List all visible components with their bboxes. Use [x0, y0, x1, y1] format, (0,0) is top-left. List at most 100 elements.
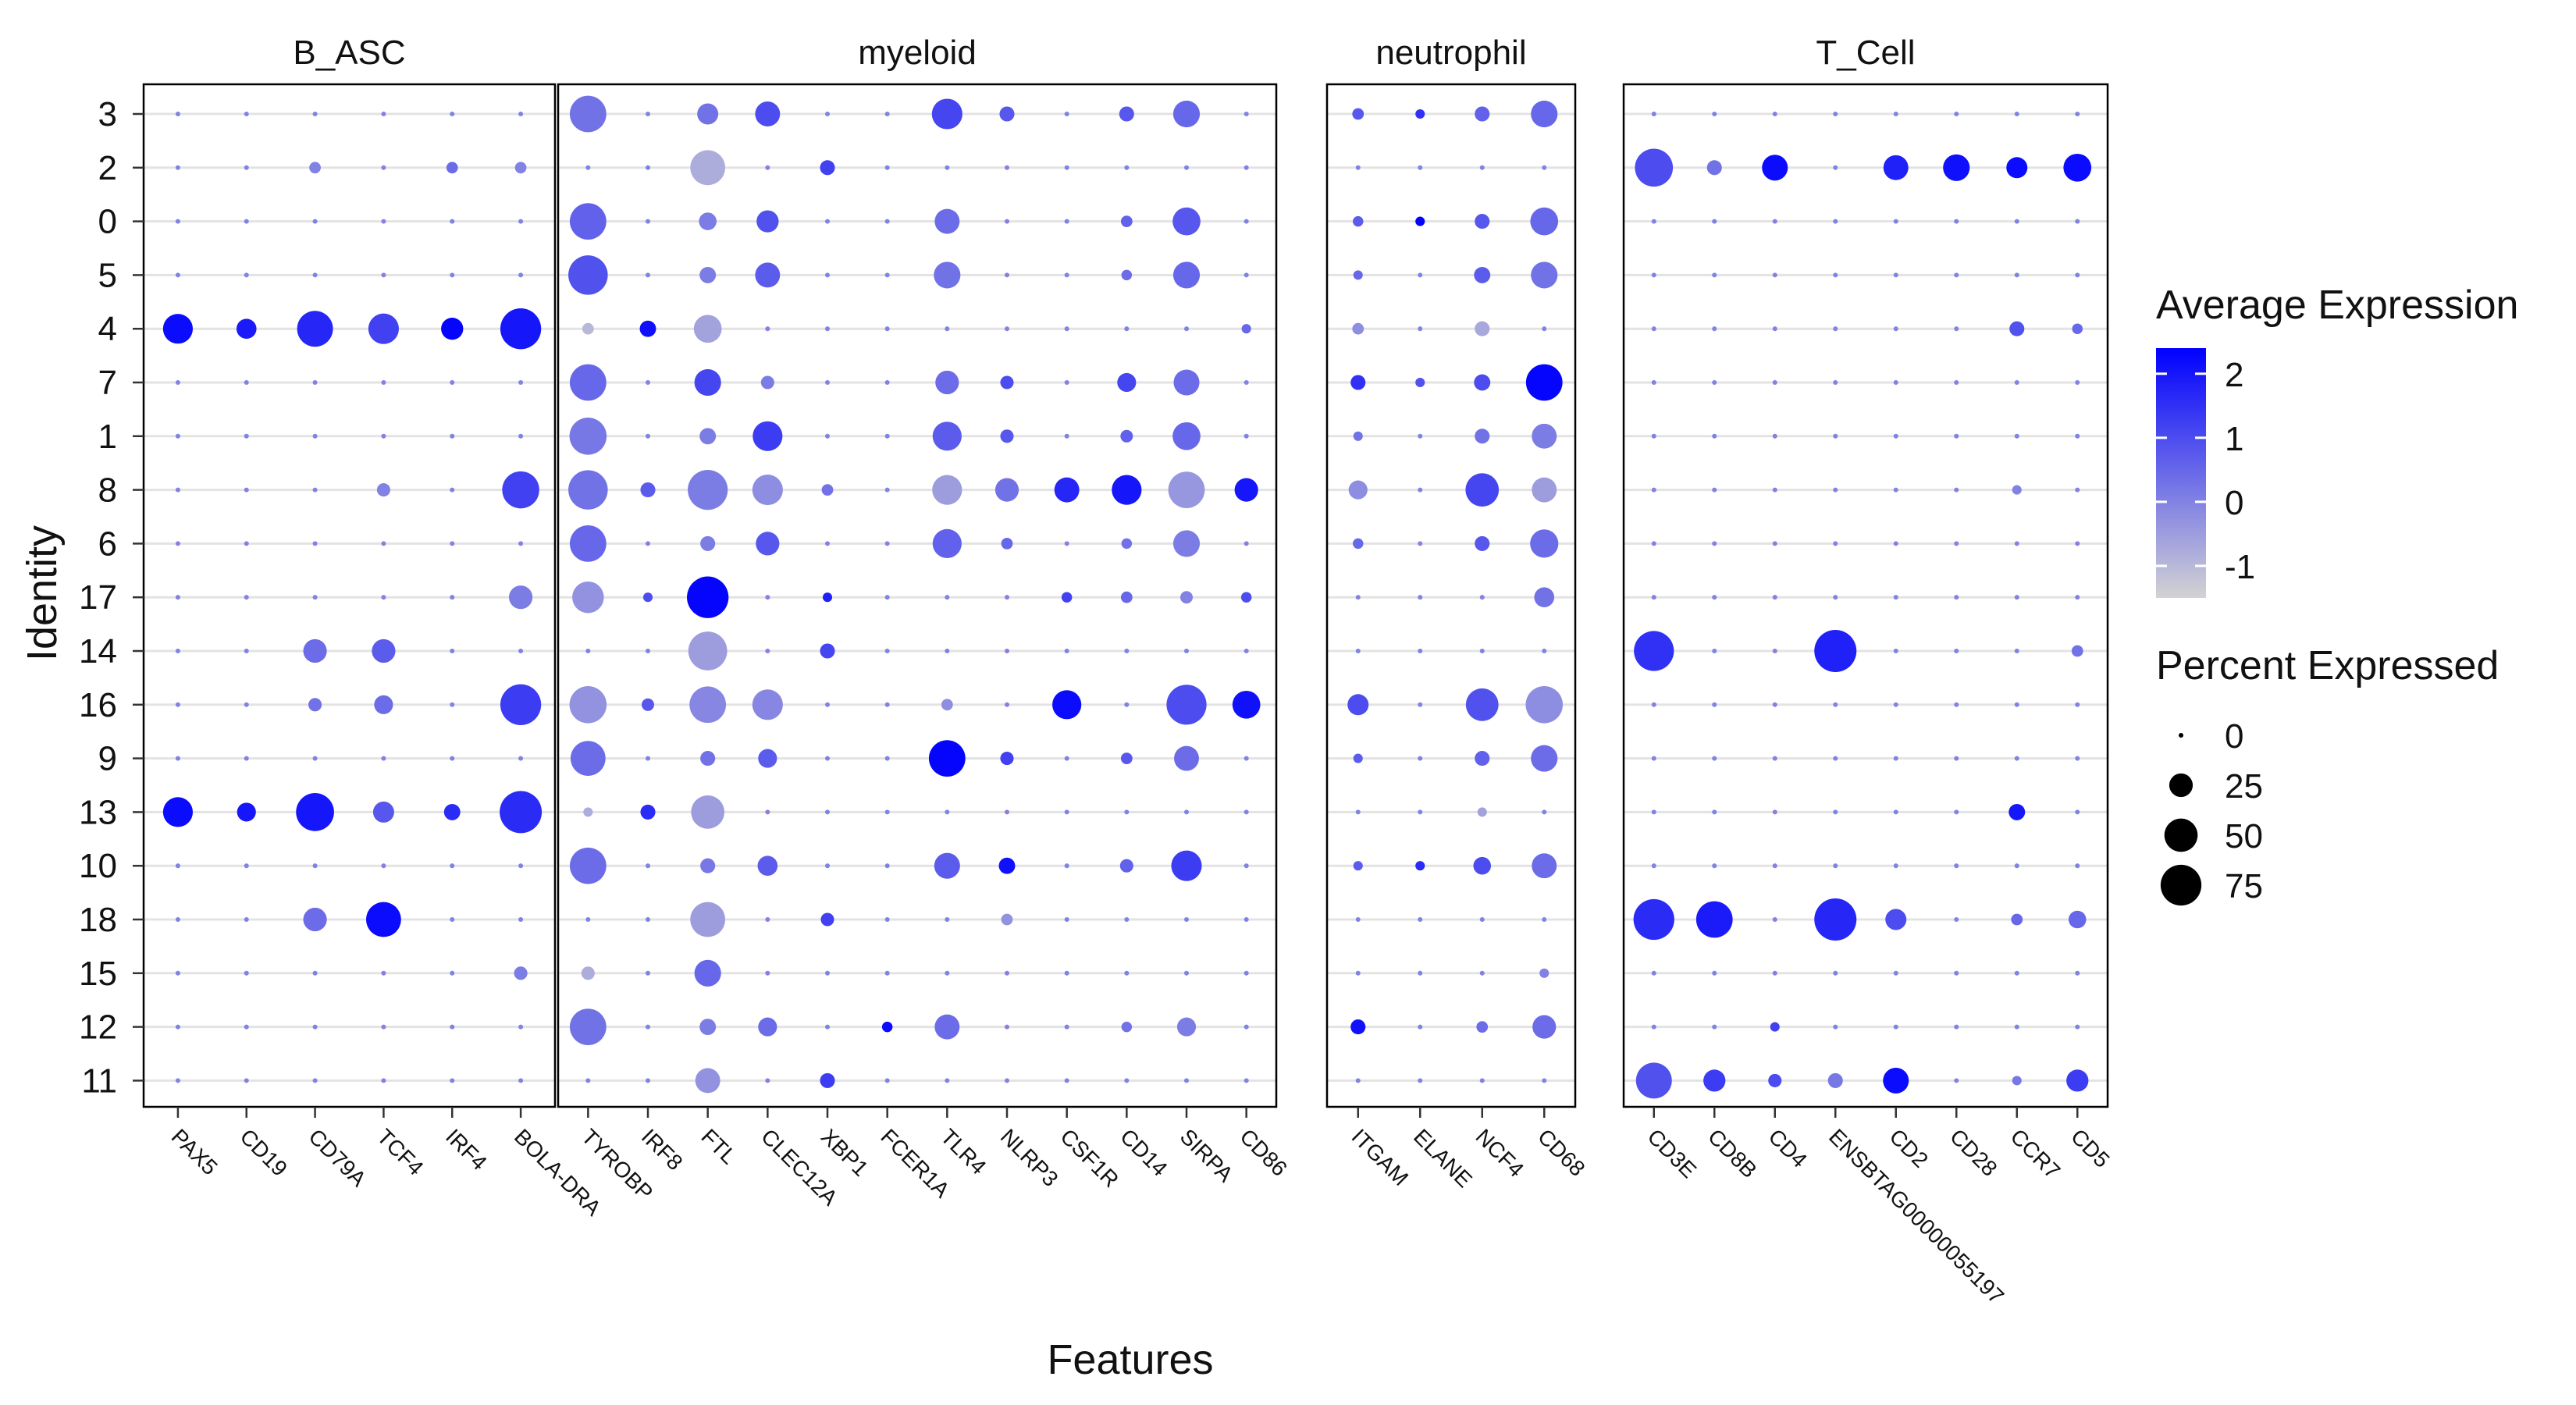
dot-15-tcf4	[381, 970, 386, 976]
dot-17-sirpa	[1180, 591, 1193, 604]
dot-10-cd19	[244, 863, 249, 869]
dot-8-clec12a	[752, 475, 783, 506]
dot-18-itgam	[1355, 916, 1361, 923]
dot-16-tcf4	[374, 695, 393, 714]
dot-12-cd79a	[312, 1024, 318, 1030]
dot-16-cd28	[1954, 702, 1959, 707]
dot-7-sirpa	[1173, 369, 1200, 396]
dot-7-pax5	[175, 379, 180, 386]
dot-11-bola-dra	[518, 1078, 524, 1083]
dot-16-cd8b	[1712, 702, 1717, 707]
dot-15-ftl	[694, 959, 721, 987]
dot-16-sirpa	[1166, 685, 1207, 725]
dot-17-cd19	[244, 595, 249, 600]
dot-8-cd68	[1532, 477, 1557, 503]
dot-0-cd68	[1530, 207, 1559, 236]
dot-9-cd86	[1244, 756, 1249, 761]
dot-11-cd19	[244, 1078, 249, 1083]
dot-5-itgam	[1353, 270, 1363, 280]
dot-10-cd14	[1119, 859, 1133, 873]
dot-16-ftl	[689, 686, 727, 724]
dot-4-ccr7	[2009, 321, 2025, 336]
dot-0-cd79a	[312, 219, 318, 224]
dot-18-ensbtag00000055197	[1814, 898, 1857, 941]
dot-6-cd8b	[1712, 541, 1717, 546]
dot-3-fcer1a	[884, 111, 890, 117]
dot-8-irf8	[640, 482, 656, 498]
dot-9-itgam	[1353, 753, 1363, 763]
dot-3-tyrobp	[569, 95, 607, 133]
x-tick-label: NCF4	[1471, 1124, 1529, 1182]
dot-17-tlr4	[945, 595, 950, 600]
dot-13-irf4	[443, 803, 461, 820]
dot-16-xbp1	[824, 702, 831, 707]
dot-17-tyrobp	[572, 581, 604, 614]
dot-1-ftl	[699, 428, 717, 445]
dot-15-irf4	[450, 970, 455, 976]
dot-11-tyrobp	[585, 1078, 591, 1083]
dot-0-cd3e	[1651, 219, 1656, 224]
dot-7-irf4	[450, 379, 455, 386]
dot-12-cd3e	[1651, 1024, 1656, 1030]
dot-1-cd28	[1954, 433, 1959, 439]
dot-4-irf8	[639, 320, 656, 337]
dot-12-irf4	[450, 1024, 455, 1030]
dot-1-itgam	[1353, 431, 1363, 441]
dot-15-ccr7	[2014, 970, 2019, 976]
dot-2-csf1r	[1064, 165, 1069, 170]
dot-11-sirpa	[1183, 1078, 1190, 1083]
dot-18-ftl	[690, 902, 726, 937]
dot-0-ensbtag00000055197	[1833, 219, 1838, 224]
size-legend-title: Percent Expressed	[2156, 643, 2499, 688]
x-tick-label: CD86	[1235, 1124, 1292, 1181]
dot-13-irf8	[640, 804, 656, 820]
dot-2-fcer1a	[884, 165, 890, 170]
dot-11-irf4	[450, 1078, 455, 1083]
dot-2-xbp1	[820, 160, 835, 176]
dot-7-tlr4	[935, 370, 959, 395]
dot-18-csf1r	[1064, 916, 1069, 923]
dot-16-cd4	[1772, 702, 1777, 707]
dot-17-ccr7	[2014, 595, 2019, 600]
dot-9-tyrobp	[570, 741, 606, 776]
dot-18-cd79a	[303, 907, 327, 932]
dot-12-ccr7	[2014, 1024, 2019, 1030]
dot-3-clec12a	[755, 101, 781, 126]
dot-10-cd79a	[312, 863, 318, 869]
dot-3-cd14	[1119, 106, 1134, 122]
dot-8-cd14	[1112, 475, 1142, 505]
dot-1-irf4	[450, 433, 455, 439]
dot-13-pax5	[162, 797, 194, 827]
dot-8-tyrobp	[568, 470, 608, 510]
dot-10-tyrobp	[569, 847, 607, 884]
dot-15-cd14	[1124, 970, 1130, 976]
dot-0-clec12a	[756, 210, 779, 233]
dot-10-irf8	[645, 863, 651, 869]
dot-9-cd4	[1772, 756, 1777, 761]
y-axis-title: Identity	[19, 525, 66, 661]
dot-7-bola-dra	[518, 379, 524, 386]
dot-0-itgam	[1353, 215, 1364, 227]
dot-3-pax5	[175, 111, 180, 117]
dot-1-cd8b	[1712, 433, 1717, 439]
dot-4-tcf4	[368, 313, 399, 344]
size-legend-dot	[2160, 864, 2202, 906]
color-legend-bar	[2156, 348, 2206, 598]
dot-6-ensbtag00000055197	[1833, 541, 1838, 546]
dot-3-bola-dra	[518, 111, 524, 117]
y-tick-label: 9	[98, 740, 117, 778]
x-tick-label: CD8B	[1703, 1124, 1762, 1183]
dot-2-cd19	[244, 165, 249, 170]
dot-18-tlr4	[945, 916, 950, 923]
dot-14-cd86	[1244, 648, 1249, 654]
dot-10-tlr4	[934, 852, 960, 879]
dot-3-sirpa	[1172, 100, 1201, 128]
x-tick-label: ITGAM	[1347, 1124, 1414, 1190]
dot-13-elane	[1418, 809, 1423, 815]
dot-5-clec12a	[755, 262, 781, 288]
dot-3-cd8b	[1712, 111, 1717, 117]
dot-3-nlrp3	[999, 106, 1015, 122]
dot-0-elane	[1415, 216, 1425, 226]
x-tick-label: NLRP3	[996, 1124, 1063, 1191]
dot-6-cd14	[1121, 538, 1133, 550]
